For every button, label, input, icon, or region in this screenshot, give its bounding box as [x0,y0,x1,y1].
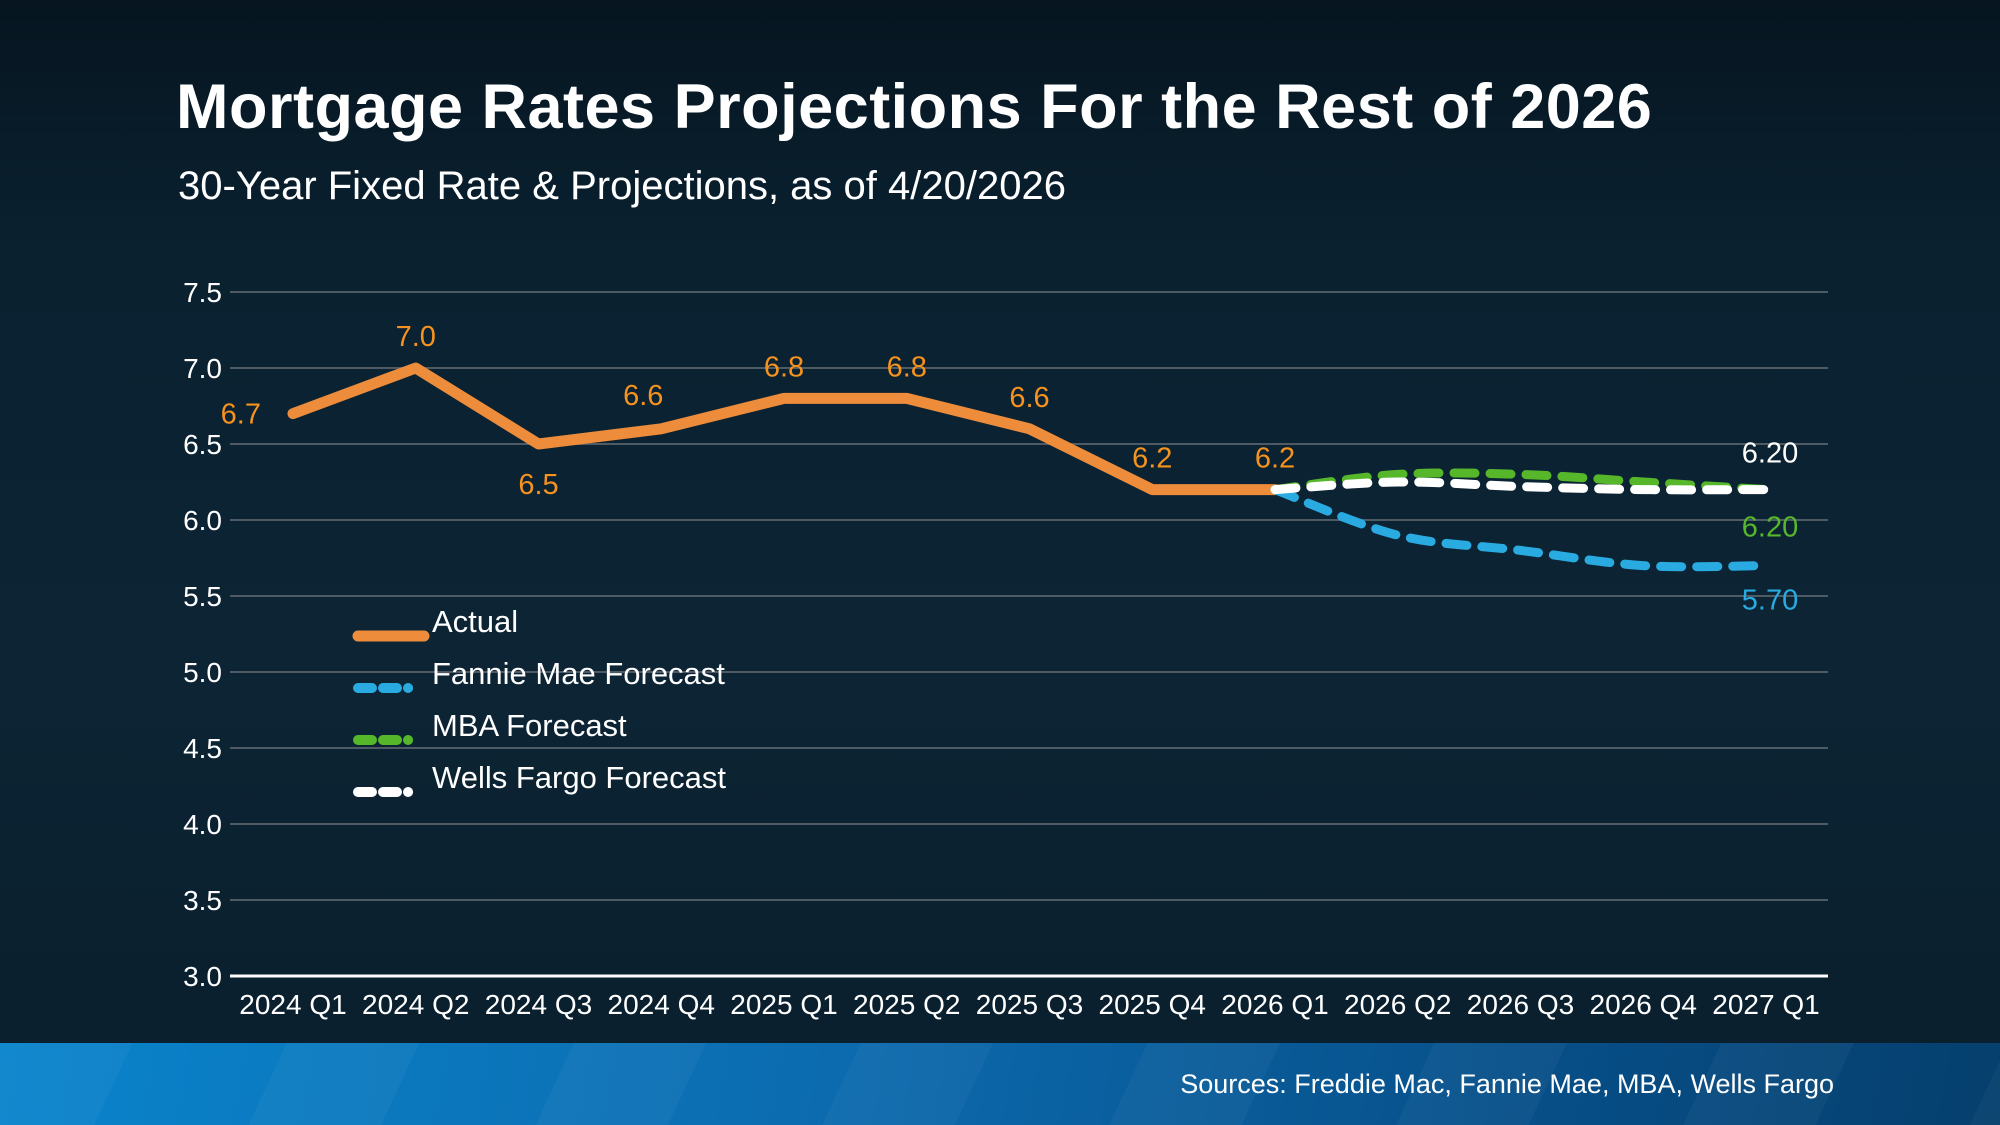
wells-fargo-dash-swatch-icon [352,771,430,797]
svg-text:2024 Q4: 2024 Q4 [608,989,715,1020]
svg-text:6.7: 6.7 [221,399,261,431]
svg-text:2024 Q3: 2024 Q3 [485,989,592,1020]
svg-text:2026 Q3: 2026 Q3 [1467,989,1574,1020]
source-bar: Sources: Freddie Mac, Fannie Mae, MBA, W… [0,1043,2000,1125]
svg-text:6.5: 6.5 [518,469,558,501]
legend-item-mba: MBA Forecast [352,700,726,752]
svg-text:2026 Q4: 2026 Q4 [1590,989,1697,1020]
svg-text:6.2: 6.2 [1255,443,1295,475]
svg-text:2026 Q1: 2026 Q1 [1221,989,1328,1020]
actual-line-swatch-icon [352,615,430,642]
svg-text:7.0: 7.0 [396,321,436,353]
sources-text: Sources: Freddie Mac, Fannie Mae, MBA, W… [1180,1068,1834,1099]
legend-label-mba: MBA Forecast [432,708,627,743]
svg-text:7.0: 7.0 [183,353,222,384]
svg-text:5.70: 5.70 [1742,585,1798,617]
svg-text:3.5: 3.5 [183,885,222,916]
svg-text:4.5: 4.5 [183,733,222,764]
chart-legend: Actual Fannie Mae Forecast MBA Forecast … [352,596,726,804]
svg-text:2024 Q1: 2024 Q1 [239,989,346,1020]
legend-item-actual: Actual [352,596,726,648]
svg-text:5.0: 5.0 [183,657,222,688]
mba-dash-swatch-icon [352,719,430,745]
chart-subtitle: 30-Year Fixed Rate & Projections, as of … [178,164,1066,208]
legend-label-wells-fargo: Wells Fargo Forecast [432,760,727,795]
svg-text:3.0: 3.0 [183,961,222,992]
svg-text:2027 Q1: 2027 Q1 [1712,989,1819,1020]
svg-text:6.6: 6.6 [1009,382,1049,414]
svg-text:2025 Q4: 2025 Q4 [1099,989,1206,1020]
legend-item-fannie-mae: Fannie Mae Forecast [352,648,726,700]
svg-text:6.6: 6.6 [623,380,663,412]
svg-text:7.5: 7.5 [183,277,222,308]
svg-text:6.8: 6.8 [887,351,927,383]
svg-text:2025 Q1: 2025 Q1 [730,989,837,1020]
svg-text:6.8: 6.8 [764,351,804,383]
svg-text:6.2: 6.2 [1132,443,1172,475]
svg-text:2025 Q3: 2025 Q3 [976,989,1083,1020]
legend-label-actual: Actual [432,604,519,639]
svg-text:2026 Q2: 2026 Q2 [1344,989,1451,1020]
fannie-mae-dash-swatch-icon [352,667,430,693]
legend-item-wells-fargo: Wells Fargo Forecast [352,752,726,804]
svg-text:5.5: 5.5 [183,581,222,612]
svg-text:2024 Q2: 2024 Q2 [362,989,469,1020]
svg-text:6.5: 6.5 [183,429,222,460]
chart-title: Mortgage Rates Projections For the Rest … [176,72,1653,142]
svg-text:6.0: 6.0 [183,505,222,536]
svg-text:6.20: 6.20 [1742,438,1798,470]
svg-text:2025 Q2: 2025 Q2 [853,989,960,1020]
svg-text:6.20: 6.20 [1742,512,1798,544]
svg-text:4.0: 4.0 [183,809,222,840]
legend-label-fannie-mae: Fannie Mae Forecast [432,656,725,691]
